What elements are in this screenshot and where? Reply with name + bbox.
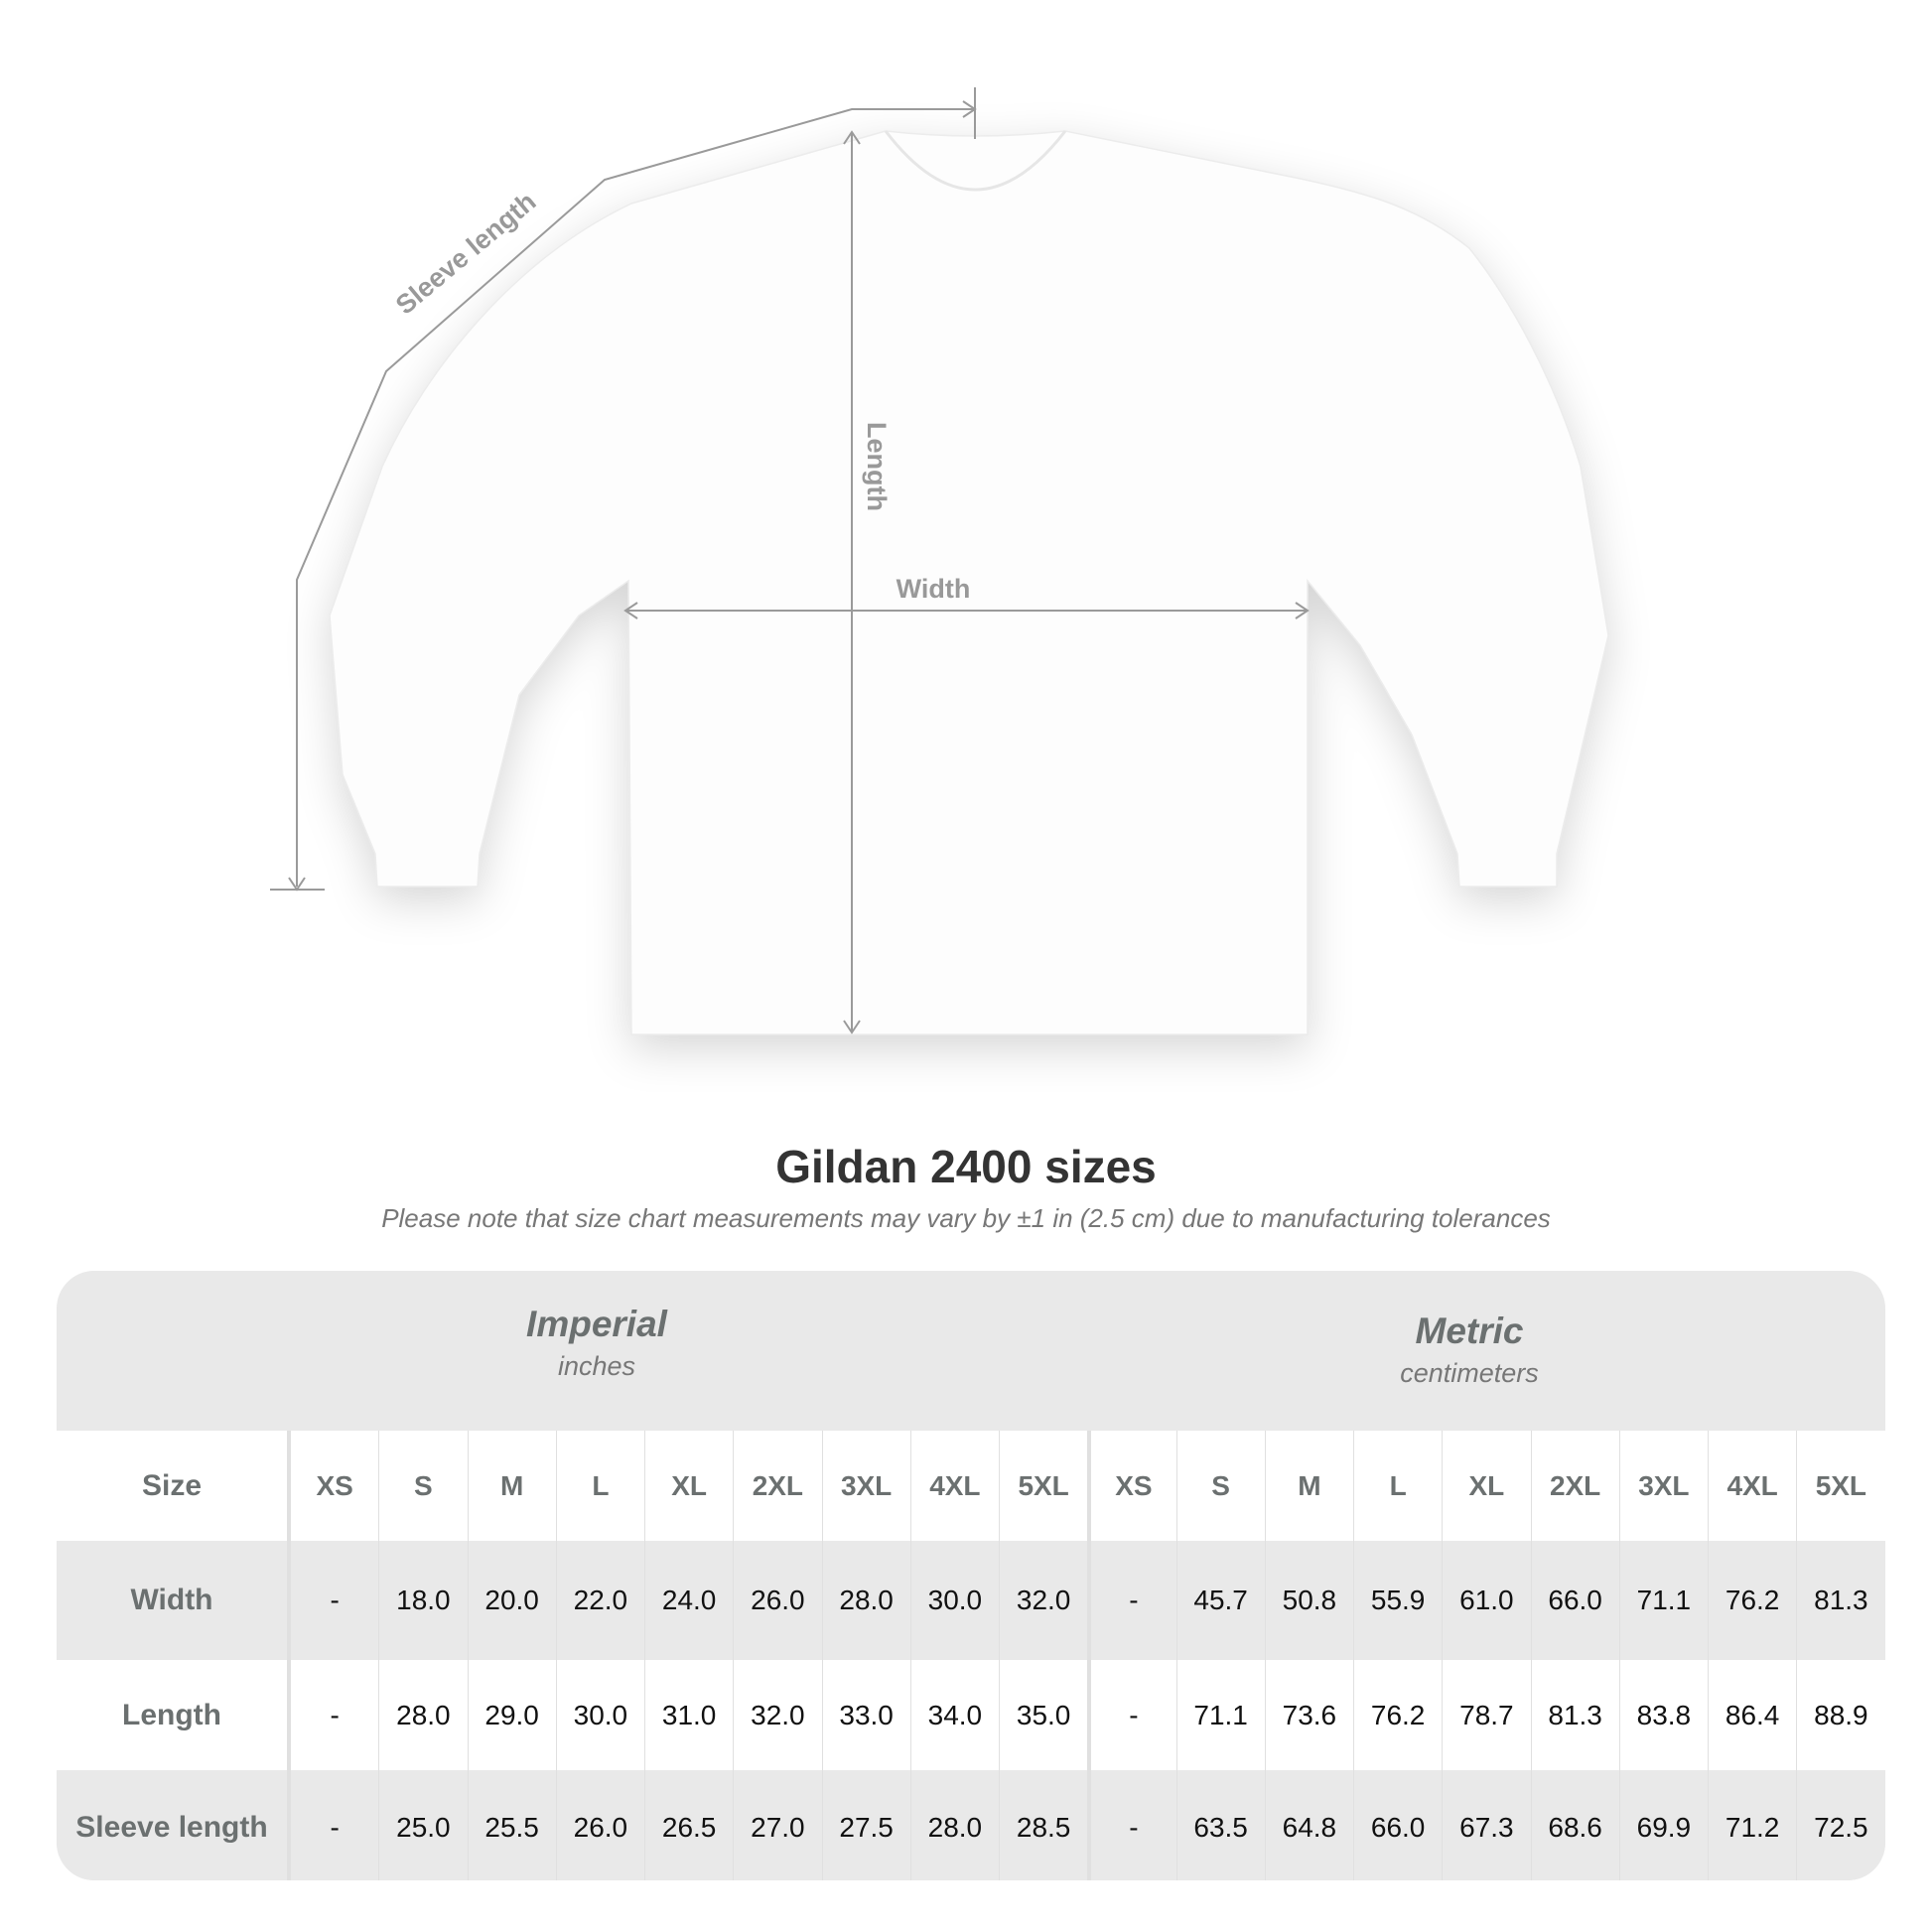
- metric-value-cell: 76.2: [1708, 1541, 1796, 1660]
- imperial-unit: inches: [557, 1351, 636, 1381]
- collar: [884, 130, 1067, 192]
- imperial-value-cell: 34.0: [909, 1660, 999, 1770]
- metric-value-cell: 72.5: [1796, 1770, 1884, 1880]
- imperial-size-header: 3XL: [821, 1431, 910, 1541]
- metric-value-cell: 76.2: [1353, 1660, 1442, 1770]
- metric-value-cell: 71.1: [1618, 1541, 1708, 1660]
- imperial-size-header: 2XL: [733, 1431, 821, 1541]
- imperial-title: Imperial: [526, 1304, 667, 1344]
- imperial-value-cell: 32.0: [999, 1541, 1087, 1660]
- imperial-size-header: 5XL: [999, 1431, 1087, 1541]
- imperial-value-cell: 26.0: [733, 1541, 821, 1660]
- metric-title: Metric: [1415, 1311, 1524, 1351]
- tolerance-note: Please note that size chart measurements…: [381, 1203, 1551, 1233]
- imperial-value-cell: 25.0: [378, 1770, 467, 1880]
- imperial-value-cell: 20.0: [467, 1541, 556, 1660]
- imperial-value-cell: 31.0: [644, 1660, 733, 1770]
- metric-size-header: L: [1353, 1431, 1442, 1541]
- row-label: Sleeve length: [57, 1770, 290, 1880]
- metric-value-cell: 55.9: [1353, 1541, 1442, 1660]
- imperial-value-cell: 33.0: [821, 1660, 910, 1770]
- row-label: Width: [57, 1541, 290, 1660]
- imperial-size-header: M: [467, 1431, 556, 1541]
- imperial-value-cell: -: [290, 1541, 378, 1660]
- size-header-label: Size: [57, 1431, 290, 1541]
- imperial-value-cell: 32.0: [733, 1660, 821, 1770]
- metric-value-cell: 78.7: [1442, 1660, 1530, 1770]
- imperial-size-header: S: [378, 1431, 467, 1541]
- imperial-value-cell: -: [290, 1770, 378, 1880]
- imperial-value-cell: 28.0: [909, 1770, 999, 1880]
- metric-value-cell: -: [1087, 1770, 1175, 1880]
- imperial-value-cell: 28.5: [999, 1770, 1087, 1880]
- width-measure-line: [623, 602, 1310, 620]
- metric-value-cell: 83.8: [1618, 1660, 1708, 1770]
- shirt-diagram: Sleeve length Length Width: [270, 87, 1609, 1035]
- metric-unit: centimeters: [1400, 1358, 1539, 1388]
- table-row: Width -18.0 20.0 22.0 24.0 26.0 28.0 30.0 32.0-4…: [57, 1541, 1885, 1660]
- metric-value-cell: 63.5: [1175, 1770, 1265, 1880]
- metric-value-cell: 73.6: [1264, 1660, 1353, 1770]
- imperial-value-cell: 30.0: [555, 1660, 644, 1770]
- imperial-value-cell: 27.0: [733, 1770, 821, 1880]
- imperial-value-cell: 26.5: [644, 1770, 733, 1880]
- metric-value-cell: -: [1087, 1541, 1175, 1660]
- imperial-size-header: 4XL: [909, 1431, 999, 1541]
- row-label: Length: [57, 1660, 290, 1770]
- imperial-value-cell: 22.0: [555, 1541, 644, 1660]
- imperial-value-cell: 26.0: [555, 1770, 644, 1880]
- metric-value-cell: 81.3: [1530, 1660, 1619, 1770]
- metric-size-header: S: [1175, 1431, 1265, 1541]
- metric-size-header: 4XL: [1708, 1431, 1796, 1541]
- metric-value-cell: -: [1087, 1660, 1175, 1770]
- metric-value-cell: 88.9: [1796, 1660, 1884, 1770]
- length-label: Length: [862, 422, 892, 511]
- imperial-value-cell: 30.0: [909, 1541, 999, 1660]
- metric-value-cell: 81.3: [1796, 1541, 1884, 1660]
- metric-value-cell: 68.6: [1530, 1770, 1619, 1880]
- metric-value-cell: 50.8: [1264, 1541, 1353, 1660]
- metric-size-header: 2XL: [1530, 1431, 1619, 1541]
- length-measure-line: [843, 130, 861, 1035]
- imperial-value-cell: 27.5: [821, 1770, 910, 1880]
- imperial-value-cell: 18.0: [378, 1541, 467, 1660]
- metric-size-header: M: [1264, 1431, 1353, 1541]
- imperial-value-cell: 28.0: [378, 1660, 467, 1770]
- metric-header: Metric centimeters: [1172, 1311, 1767, 1389]
- metric-value-cell: 71.2: [1708, 1770, 1796, 1880]
- metric-value-cell: 45.7: [1175, 1541, 1265, 1660]
- metric-size-header: XS: [1087, 1431, 1175, 1541]
- imperial-header: Imperial inches: [299, 1304, 895, 1382]
- metric-value-cell: 86.4: [1708, 1660, 1796, 1770]
- imperial-value-cell: -: [290, 1660, 378, 1770]
- metric-value-cell: 64.8: [1264, 1770, 1353, 1880]
- metric-size-header: 5XL: [1796, 1431, 1884, 1541]
- imperial-size-header: XL: [644, 1431, 733, 1541]
- imperial-value-cell: 24.0: [644, 1541, 733, 1660]
- imperial-value-cell: 35.0: [999, 1660, 1087, 1770]
- imperial-value-cell: 28.0: [821, 1541, 910, 1660]
- imperial-value-cell: 25.5: [467, 1770, 556, 1880]
- metric-value-cell: 66.0: [1353, 1770, 1442, 1880]
- sleeve-measure-line: [270, 87, 977, 892]
- metric-value-cell: 66.0: [1530, 1541, 1619, 1660]
- chart-title: Gildan 2400 sizes: [775, 1141, 1157, 1192]
- table-row: Sleeve length -25.0 25.5 26.0 26.5 27.0 27.5 28…: [57, 1770, 1885, 1880]
- width-label: Width: [897, 574, 971, 604]
- imperial-size-header: XS: [290, 1431, 378, 1541]
- metric-value-cell: 69.9: [1618, 1770, 1708, 1880]
- metric-size-header: XL: [1442, 1431, 1530, 1541]
- size-header-row: Size XS S M L XL 2XL 3XL 4XL 5XL XS S M L XL 2XL 3XL 4XL 5…: [57, 1431, 1885, 1541]
- imperial-value-cell: 29.0: [467, 1660, 556, 1770]
- metric-value-cell: 61.0: [1442, 1541, 1530, 1660]
- metric-value-cell: 67.3: [1442, 1770, 1530, 1880]
- metric-size-header: 3XL: [1618, 1431, 1708, 1541]
- imperial-size-header: L: [555, 1431, 644, 1541]
- metric-value-cell: 71.1: [1175, 1660, 1265, 1770]
- table-row: Length -28.0 29.0 30.0 31.0 32.0 33.0 34.0 35.0-…: [57, 1660, 1885, 1770]
- size-table: Imperial inches Metric centimeters Size X…: [57, 1271, 1885, 1880]
- size-grid: Size XS S M L XL 2XL 3XL 4XL 5XL XS S M L XL 2XL 3XL 4XL 5…: [57, 1431, 1885, 1880]
